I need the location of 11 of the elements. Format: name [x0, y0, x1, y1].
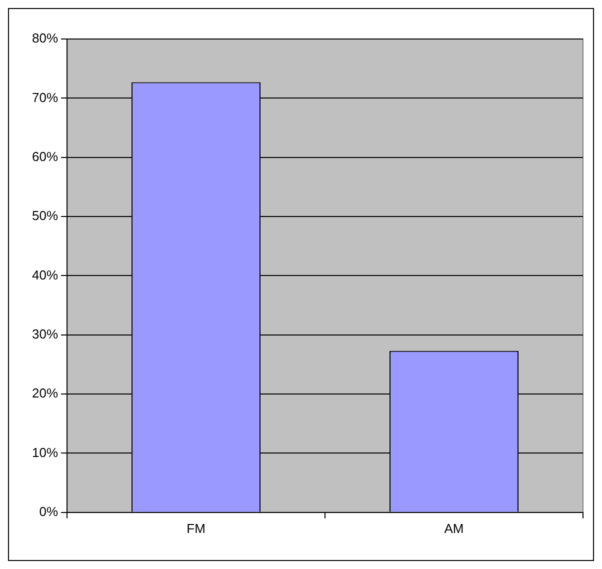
y-tick-label: 20%	[32, 386, 58, 401]
y-tick-label: 40%	[32, 267, 58, 282]
x-tick-label: FM	[186, 520, 206, 536]
y-tick-label: 70%	[32, 90, 58, 105]
y-tick-label: 0%	[39, 504, 58, 519]
y-tick-label: 10%	[32, 444, 58, 460]
y-tick-label: 30%	[32, 326, 58, 342]
y-tick-label: 80%	[32, 30, 58, 46]
y-tick-label: 60%	[32, 148, 58, 164]
x-tick-label: AM	[444, 520, 464, 536]
y-tick-label: 50%	[32, 208, 58, 224]
